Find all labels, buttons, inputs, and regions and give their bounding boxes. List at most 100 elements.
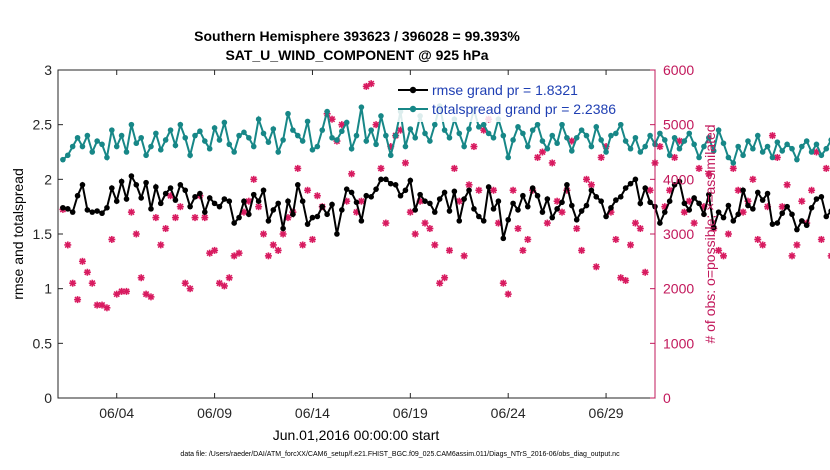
- obs-possible-point: [181, 279, 189, 287]
- rmse-point: [94, 208, 100, 214]
- obs-marker-stroke: [89, 280, 96, 287]
- totalspread-point: [808, 149, 815, 155]
- rmse-point: [808, 204, 815, 211]
- obs-marker-stroke: [402, 159, 409, 167]
- totalspread-point: [505, 154, 511, 161]
- obs-marker-stroke: [186, 285, 194, 292]
- totalspread-point: [162, 137, 169, 143]
- totalspread-point: [104, 154, 110, 161]
- totalspread-point: [500, 132, 507, 139]
- totalspread-point: [387, 152, 394, 159]
- obs-marker-stroke: [69, 280, 76, 287]
- obs-marker-stroke: [460, 252, 468, 260]
- totalspread-point: [123, 149, 130, 155]
- obs-marker-stroke: [588, 181, 595, 188]
- rmse-point: [559, 199, 565, 206]
- x-axis-label: Jun.01,2016 00:00:00 start: [273, 427, 440, 443]
- obs-possible-point: [612, 235, 620, 243]
- obs-possible-point: [597, 153, 605, 161]
- rmse-point: [759, 197, 766, 203]
- rmse-point: [319, 203, 326, 210]
- obs-marker-stroke: [715, 247, 722, 254]
- obs-marker-stroke: [827, 255, 830, 260]
- obs-marker-stroke: [372, 121, 380, 128]
- totalspread-point: [520, 130, 526, 137]
- obs-marker-stroke: [275, 247, 282, 254]
- rmse-point: [109, 185, 115, 191]
- rmse-point: [417, 191, 423, 198]
- obs-marker-stroke: [79, 258, 86, 265]
- obs-marker-stroke: [593, 263, 600, 270]
- y-right-tick-label: 0: [663, 390, 671, 406]
- y-right-axis-label: # of obs: o=possible; ×=assimilated: [702, 124, 718, 343]
- obs-marker-stroke: [142, 290, 150, 298]
- rmse-point: [334, 231, 340, 237]
- obs-possible-point: [127, 208, 135, 216]
- obs-possible-point: [313, 192, 321, 200]
- rmse-point: [177, 182, 184, 188]
- obs-marker-stroke: [612, 236, 620, 243]
- y-right-tick-label: 3000: [663, 226, 694, 242]
- obs-possible-point: [450, 164, 458, 172]
- totalspread-point: [339, 128, 345, 135]
- rmse-point: [202, 209, 208, 215]
- obs-marker-stroke: [686, 198, 693, 205]
- totalspread-point: [598, 137, 604, 143]
- obs-marker-stroke: [749, 176, 757, 183]
- totalspread-point: [799, 143, 805, 150]
- totalspread-point: [378, 113, 384, 119]
- totalspread-point: [246, 134, 252, 141]
- obs-marker-stroke: [201, 214, 208, 221]
- obs-possible-point: [817, 235, 825, 243]
- rmse-point: [255, 198, 262, 204]
- obs-marker-stroke: [177, 203, 184, 210]
- chart-title: Southern Hemisphere 393623 / 396028 = 99…: [194, 28, 520, 44]
- obs-marker-stroke: [93, 301, 101, 309]
- rmse-point: [730, 218, 737, 224]
- obs-possible-point: [460, 252, 468, 260]
- totalspread-point: [319, 127, 326, 133]
- totalspread-point: [676, 145, 683, 152]
- rmse-point: [505, 216, 511, 223]
- rmse-point: [603, 213, 609, 220]
- obs-marker-stroke: [294, 165, 301, 172]
- totalspread-point: [588, 143, 595, 150]
- obs-marker-stroke: [519, 247, 527, 254]
- rmse-point: [524, 203, 531, 210]
- obs-possible-point: [573, 225, 581, 233]
- rmse-point: [250, 191, 257, 198]
- obs-possible-point: [382, 219, 390, 227]
- obs-possible-point: [445, 246, 453, 254]
- rmse-point: [397, 192, 404, 199]
- obs-possible-point: [759, 241, 767, 249]
- obs-marker-stroke: [133, 230, 140, 238]
- totalspread-point: [720, 140, 727, 147]
- rmse-point: [285, 198, 291, 204]
- x-tick-label: 06/14: [295, 405, 330, 421]
- x-tick-label: 06/19: [393, 405, 428, 421]
- y-tick-label: 3: [44, 62, 52, 78]
- obs-possible-point: [788, 252, 796, 260]
- totalspread-point: [202, 138, 208, 144]
- obs-possible-point: [568, 137, 576, 145]
- obs-possible-point: [739, 208, 747, 216]
- obs-possible-point: [88, 279, 96, 287]
- obs-possible-point: [299, 241, 307, 249]
- rmse-point: [593, 194, 600, 200]
- rmse-point: [441, 189, 448, 196]
- totalspread-point: [118, 132, 125, 139]
- obs-possible-point: [338, 121, 346, 129]
- totalspread-point: [456, 130, 463, 137]
- obs-possible-point: [578, 246, 586, 254]
- rmse-point: [642, 185, 649, 191]
- rmse-point: [500, 235, 507, 242]
- totalspread-point: [74, 134, 81, 141]
- obs-possible-point: [680, 208, 688, 216]
- totalspread-point: [265, 139, 272, 145]
- rmse-point: [554, 206, 560, 212]
- rmse-point: [710, 224, 717, 231]
- obs-marker-stroke: [240, 208, 248, 216]
- rmse-point: [172, 197, 179, 203]
- rmse-point: [192, 194, 198, 200]
- totalspread-point: [353, 132, 360, 139]
